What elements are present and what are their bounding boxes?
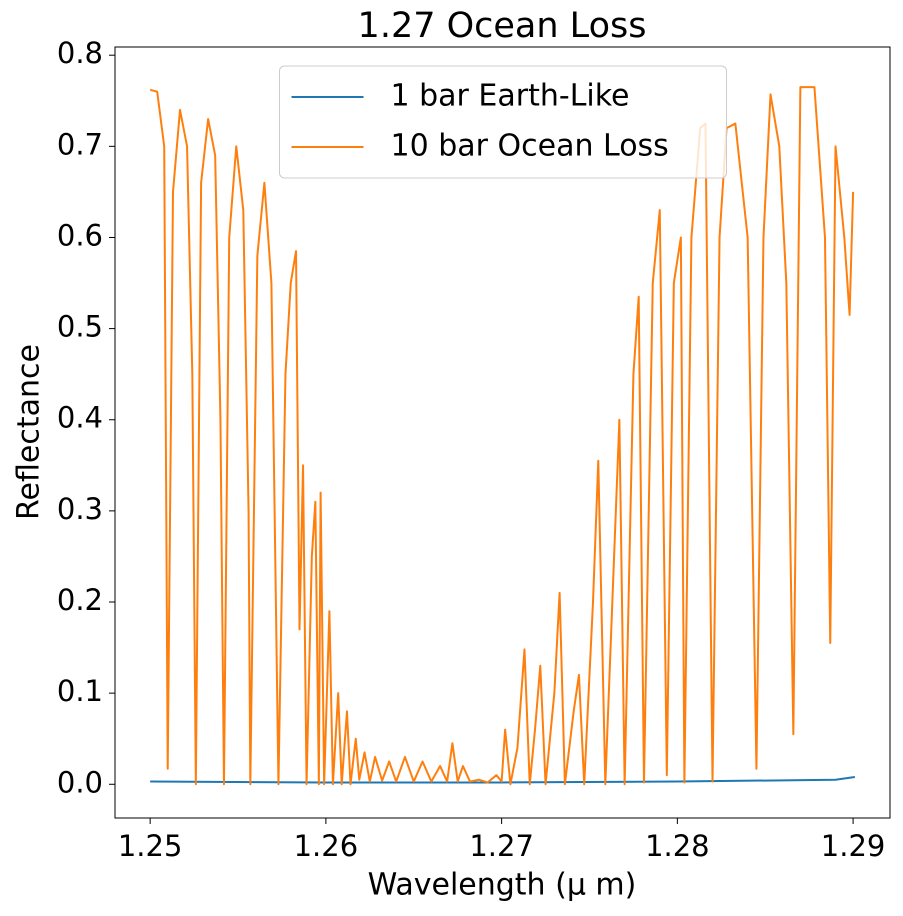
y-tick-label: 0.0	[57, 765, 103, 799]
x-tick-label: 1.25	[118, 829, 183, 863]
legend-box	[279, 65, 727, 179]
y-tick-label: 0.8	[57, 36, 103, 70]
y-tick-label: 0.1	[57, 674, 103, 708]
x-tick-label: 1.26	[294, 829, 359, 863]
y-tick-label: 0.3	[57, 492, 103, 526]
y-tick-label: 0.4	[57, 401, 103, 435]
chart-title: 1.27 Ocean Loss	[358, 6, 647, 46]
x-tick-label: 1.29	[821, 829, 886, 863]
legend-label: 10 bar Ocean Loss	[391, 129, 669, 164]
data-line	[149, 86, 855, 786]
plot-frame	[114, 46, 891, 819]
y-tick-label: 0.5	[57, 310, 103, 344]
y-tick-label: 0.2	[57, 583, 103, 617]
y-tick-label: 0.6	[57, 218, 103, 252]
y-axis-label: Reflectance	[12, 344, 47, 520]
data-line	[150, 775, 855, 784]
legend-label: 1 bar Earth-Like	[391, 79, 630, 114]
x-tick-label: 1.27	[469, 829, 534, 863]
x-axis-label: Wavelength (μ m)	[368, 868, 637, 903]
y-tick-label: 0.7	[57, 127, 103, 161]
x-tick-label: 1.28	[645, 829, 710, 863]
